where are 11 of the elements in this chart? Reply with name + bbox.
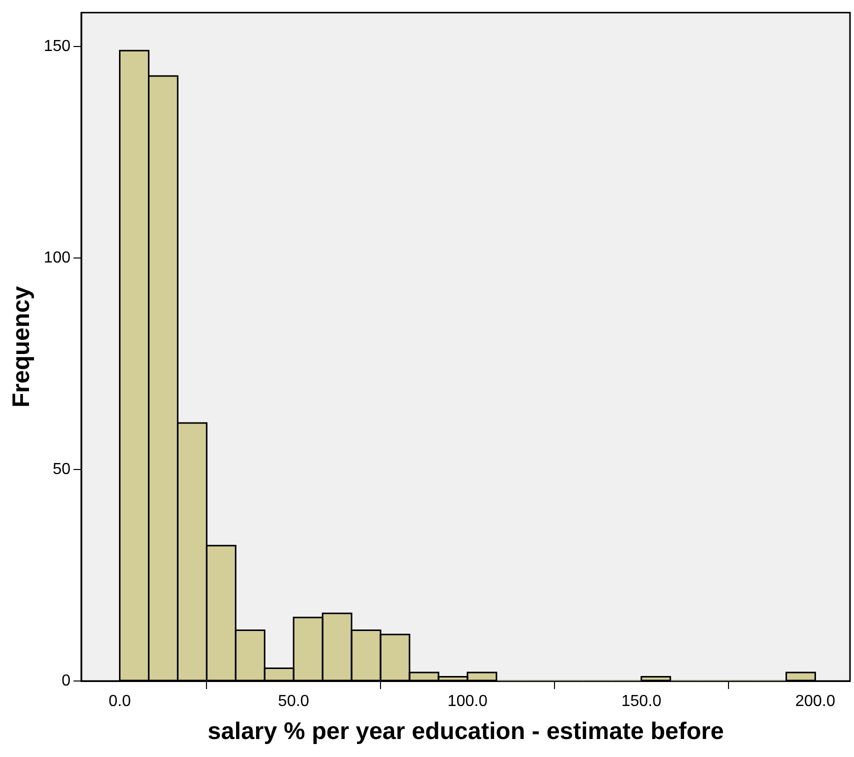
x-axis-title: salary % per year education - estimate before: [208, 718, 724, 746]
y-tick-label: 150: [44, 38, 71, 55]
y-tick-label: 50: [52, 460, 71, 478]
x-tick-label: 50.0: [278, 693, 310, 710]
x-tick-label: 100.0: [447, 693, 488, 710]
y-axis-title: Frequency: [8, 285, 36, 408]
x-tick-label: 150.0: [621, 693, 662, 710]
x-tick-label: 200.0: [795, 693, 836, 710]
x-tick-label: 0.0: [108, 693, 131, 710]
y-tick-label: 0: [62, 672, 71, 690]
y-tick-label: 100: [44, 249, 71, 266]
